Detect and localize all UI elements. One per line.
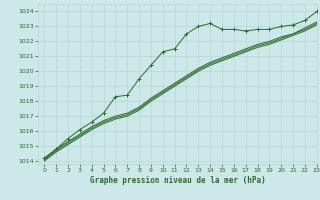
- X-axis label: Graphe pression niveau de la mer (hPa): Graphe pression niveau de la mer (hPa): [90, 176, 266, 185]
